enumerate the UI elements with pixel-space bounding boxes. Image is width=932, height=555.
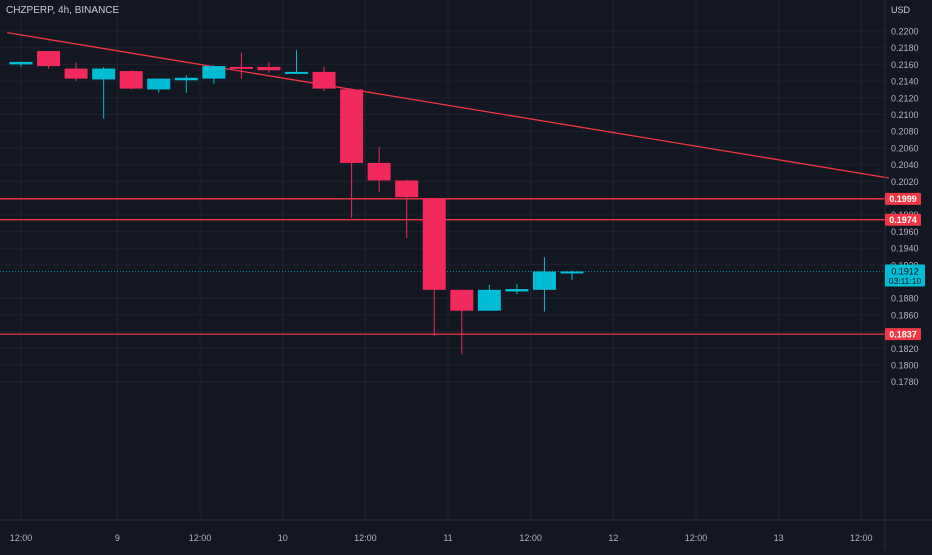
current-price-label: 0.1912 xyxy=(891,266,919,276)
x-tick-label: 12:00 xyxy=(10,533,33,543)
candle-body-down[interactable] xyxy=(64,68,88,79)
candle-body-down[interactable] xyxy=(340,89,364,163)
level-price-tag xyxy=(885,213,921,226)
y-tick-label: 0.2140 xyxy=(891,77,919,87)
candle-body-up[interactable] xyxy=(285,71,308,74)
x-tick-label: 13 xyxy=(774,533,784,543)
y-tick-label: 0.2060 xyxy=(891,143,919,153)
level-price-tag xyxy=(885,328,921,341)
candle-body-up[interactable] xyxy=(174,77,198,81)
y-tick-label: 0.1780 xyxy=(891,377,919,387)
y-tick-label: 0.2100 xyxy=(891,110,919,120)
y-tick-label: 0.2020 xyxy=(891,177,919,187)
y-tick-label: 0.1880 xyxy=(891,294,919,304)
candle-body-down[interactable] xyxy=(367,162,391,181)
candle-body-up[interactable] xyxy=(477,289,501,311)
currency-label: USD xyxy=(891,5,911,15)
candle-body-up[interactable] xyxy=(202,66,226,79)
x-tick-label: 12:00 xyxy=(189,533,212,543)
y-tick-label: 0.2040 xyxy=(891,160,919,170)
x-tick-label: 9 xyxy=(115,533,120,543)
candle-body-down[interactable] xyxy=(257,66,281,71)
candle-body-up[interactable] xyxy=(147,78,171,90)
x-tick-label: 12:00 xyxy=(354,533,377,543)
y-tick-label: 0.2160 xyxy=(891,60,919,70)
bar-countdown-label: 03:11:10 xyxy=(889,276,922,286)
x-tick-label: 12:00 xyxy=(519,533,542,543)
y-tick-label: 0.1960 xyxy=(891,227,919,237)
level-price-tag xyxy=(885,192,921,205)
level-price-tag-label: 0.1999 xyxy=(889,194,917,204)
candle-body-down[interactable] xyxy=(119,71,143,89)
candle-body-up[interactable] xyxy=(92,68,116,80)
candle-body-up[interactable] xyxy=(505,289,529,292)
candle-body-down[interactable] xyxy=(37,51,61,67)
candle-body-up[interactable] xyxy=(560,271,584,274)
candle-body-down[interactable] xyxy=(422,198,446,290)
candle-body-down[interactable] xyxy=(312,71,336,89)
candle-body-down[interactable] xyxy=(229,66,253,69)
candle-body-down[interactable] xyxy=(395,180,419,198)
x-tick-label: 11 xyxy=(443,533,452,543)
current-price-tag xyxy=(885,264,925,287)
candle-body-down[interactable] xyxy=(450,289,474,311)
y-tick-label: 0.2120 xyxy=(891,93,919,103)
x-tick-label: 12:00 xyxy=(850,533,873,543)
x-tick-label: 12:00 xyxy=(685,533,708,543)
symbol-title: CHZPERP, 4h, BINANCE xyxy=(6,5,120,16)
candle-body-up[interactable] xyxy=(532,271,556,290)
level-price-tag-label: 0.1974 xyxy=(889,215,917,225)
y-tick-label: 0.2080 xyxy=(891,127,919,137)
y-tick-label: 0.1860 xyxy=(891,310,919,320)
x-tick-label: 10 xyxy=(278,533,288,543)
y-tick-label: 0.1940 xyxy=(891,244,919,254)
y-tick-label: 0.2180 xyxy=(891,43,919,53)
level-price-tag-label: 0.1837 xyxy=(889,329,917,339)
y-tick-label: 0.1820 xyxy=(891,344,919,354)
trendline[interactable] xyxy=(7,32,889,179)
y-tick-label: 0.2200 xyxy=(891,27,919,37)
y-tick-label: 0.1800 xyxy=(891,361,919,371)
x-tick-label: 12 xyxy=(608,533,618,543)
candle-body-up[interactable] xyxy=(9,61,33,65)
